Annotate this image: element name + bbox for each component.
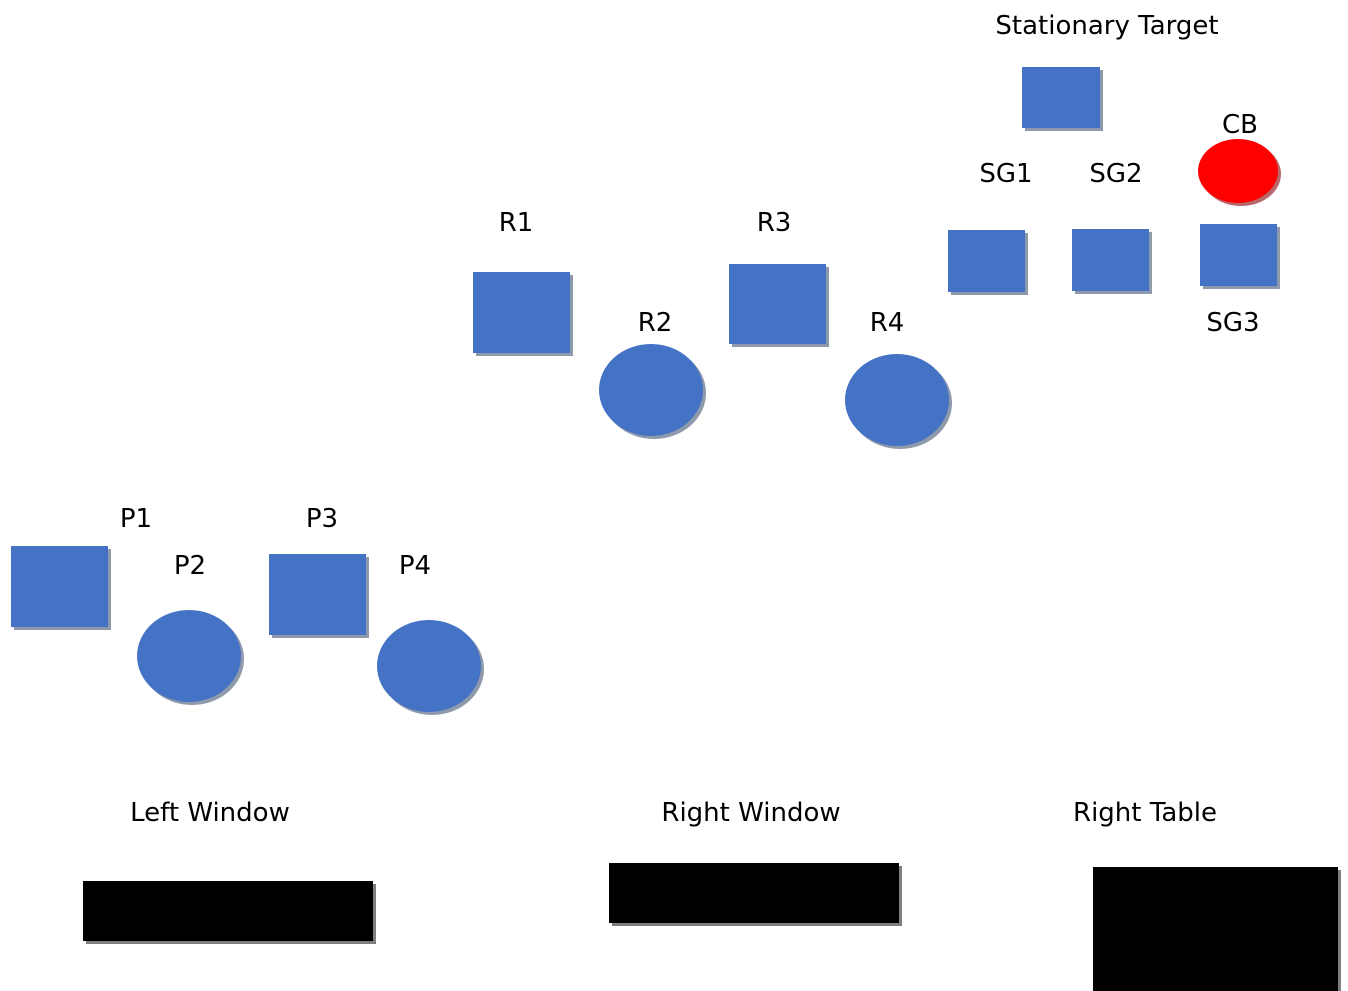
r2-label: R2 [638, 308, 673, 338]
areas-group: Left Window Right Window Right Table [83, 798, 1341, 991]
r1-square [473, 272, 570, 353]
sg3-label: SG3 [1206, 308, 1259, 338]
p2-circle [137, 610, 241, 702]
sg1-label: SG1 [979, 159, 1032, 189]
sg3-square [1200, 224, 1277, 286]
r-row-group: R1 R2 R3 R4 [473, 208, 952, 449]
r3-square [729, 264, 826, 344]
p1-label: P1 [120, 504, 152, 534]
r4-label: R4 [870, 308, 905, 338]
r2-circle [599, 344, 703, 436]
p4-circle [377, 620, 481, 712]
right-table-block [1093, 867, 1338, 991]
p4-label: P4 [399, 551, 431, 581]
p3-square [269, 554, 366, 635]
right-table-label: Right Table [1073, 798, 1217, 828]
sg2-square [1072, 229, 1149, 291]
r3-label: R3 [757, 208, 792, 238]
right-window-block [609, 863, 899, 923]
sg1-square [948, 230, 1025, 292]
right-window-label: Right Window [661, 798, 840, 828]
left-window-label: Left Window [130, 798, 290, 828]
cb-label: CB [1222, 110, 1258, 140]
p-row-group: P1 P2 P3 P4 [11, 504, 484, 715]
r1-label: R1 [499, 208, 534, 238]
r4-circle [845, 354, 949, 446]
stationary-target-square [1022, 67, 1100, 128]
cb-circle [1198, 139, 1278, 203]
left-window-block [83, 881, 373, 941]
sg2-label: SG2 [1089, 159, 1142, 189]
p1-square [11, 546, 108, 627]
stationary-target-group: Stationary Target SG1 SG2 SG3 CB [948, 11, 1281, 338]
stationary-target-title: Stationary Target [995, 11, 1218, 41]
p3-label: P3 [306, 504, 338, 534]
p2-label: P2 [174, 551, 206, 581]
